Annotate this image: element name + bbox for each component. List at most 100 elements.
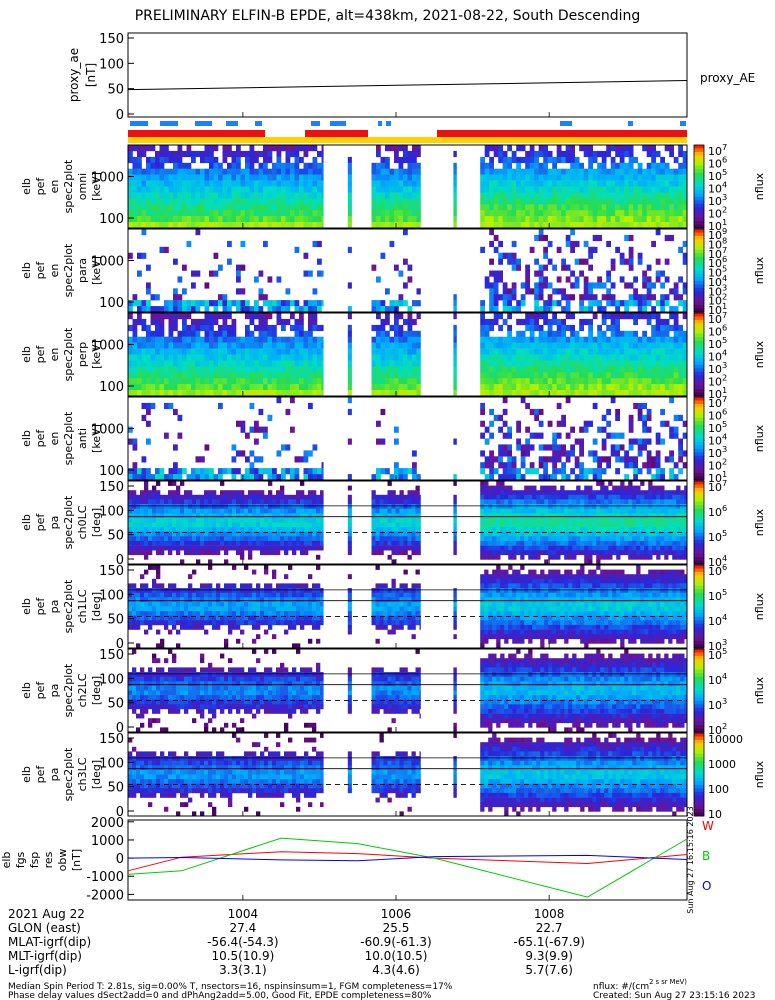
spectrogram-cell [285,408,291,416]
spectrogram-cell [256,531,261,537]
spectrogram-cell [600,536,605,542]
spectrogram-cell [528,494,533,500]
spectrogram-cell [633,210,638,217]
spectrogram-cell [152,494,157,500]
spectrogram-cell [168,150,174,158]
spectrogram-cell [529,384,535,391]
spectrogram-cell [285,216,291,223]
spectrogram-cell [144,504,149,509]
spectrogram-cell [547,420,553,427]
spectrogram-cell [664,366,670,373]
spectrogram-cell [204,545,209,551]
spectrogram-cell [529,180,535,187]
spectrogram-cell [660,372,665,379]
spectrogram-cell [144,499,149,505]
spectrogram-cell [636,554,641,560]
spectrogram-cell [484,554,489,560]
spectrogram-cell [507,366,512,373]
spectrogram-cell [664,300,670,307]
spectrogram-cell [484,485,489,491]
spectrogram-cell [380,324,386,332]
spectrogram-cell [347,494,352,500]
spectrogram-cell [141,252,147,259]
spectrogram-cell [498,145,503,152]
spectrogram-cell [213,186,219,193]
spectrogram-cell [176,522,181,528]
spectrogram-cell [488,508,493,514]
spectrogram-cell [254,174,259,181]
spectrogram-cell [144,554,149,560]
spectrogram-cell [543,150,548,158]
spectrogram-cell [256,508,261,514]
spectrogram-cell [267,174,273,181]
spectrogram-cell [416,192,421,199]
spectrogram-cell [528,499,533,505]
spectrogram-cell [416,210,421,217]
spectrogram-cell [588,216,593,223]
spectrogram-cell [489,192,494,199]
spectrogram-cell [628,527,633,532]
spectrogram-cell [636,540,641,546]
spectrogram-cell [538,276,544,283]
spectrogram-cell [132,508,137,514]
spectrogram-cell [498,210,503,217]
spectrogram-cell [673,330,679,337]
spectrogram-cell [389,348,395,355]
spectrogram-cell [164,192,169,199]
spectrogram-cell [389,222,395,229]
spectrogram-cell [411,504,416,509]
spectrogram-cell [488,490,493,496]
spectrogram-cell [547,204,553,211]
spectrogram-cell [543,264,548,271]
spectrogram-cell [316,494,321,500]
spectrogram-cell [168,513,173,519]
spectrogram-cell [294,384,300,391]
spectrogram-cell [141,366,147,373]
spectrogram-cell [222,306,228,313]
spectrogram-cell [240,174,246,181]
spectrogram-cell [525,186,530,193]
spectrogram-cell [528,490,533,496]
spectrogram-cell [493,342,499,349]
spectrogram-cell [655,186,661,193]
spectrogram-cell [651,186,656,193]
spectrogram-cell [453,522,457,528]
spectrogram-cell [572,545,577,551]
spectrogram-cell [407,522,412,528]
spectrogram-cell [150,174,156,181]
spectrogram-cell [218,342,223,349]
spectrogram-cell [484,162,490,169]
spectrogram-cell [651,474,656,481]
spectrogram-cell [682,288,688,295]
spectrogram-cell [376,300,381,307]
spectrogram-cell [588,490,593,496]
spectrogram-cell [244,522,249,528]
spectrogram-cell [375,513,380,519]
spectrogram-cell [640,513,645,519]
spectrogram-cell [184,550,189,556]
spectrogram-cell [272,306,277,313]
spectrogram-cell [556,372,562,379]
spectrogram-cell [195,306,201,313]
spectrogram-cell [597,276,602,283]
spectrogram-cell [288,499,293,505]
spectrogram-cell [492,536,497,542]
spectrogram-cell [150,306,156,313]
spectrogram-cell [552,192,557,199]
spectrogram-cell [564,531,569,537]
spectrogram-cell [220,481,225,486]
spectrogram-cell [484,527,489,532]
spectrogram-cell [299,174,304,181]
spectrogram-cell [453,210,457,217]
spectrogram-cell [583,210,589,217]
spectrogram-cell [579,216,584,223]
spectrogram-cell [538,264,544,271]
spectrogram-cell [624,222,629,229]
spectrogram-cell [236,354,241,361]
spectrogram-cell [673,426,679,433]
spectrogram-cell [560,522,565,528]
spectrogram-cell [398,204,404,211]
spectrogram-cell [552,527,557,532]
spectrogram-cell [547,294,553,301]
spectrogram-cell [281,180,286,187]
